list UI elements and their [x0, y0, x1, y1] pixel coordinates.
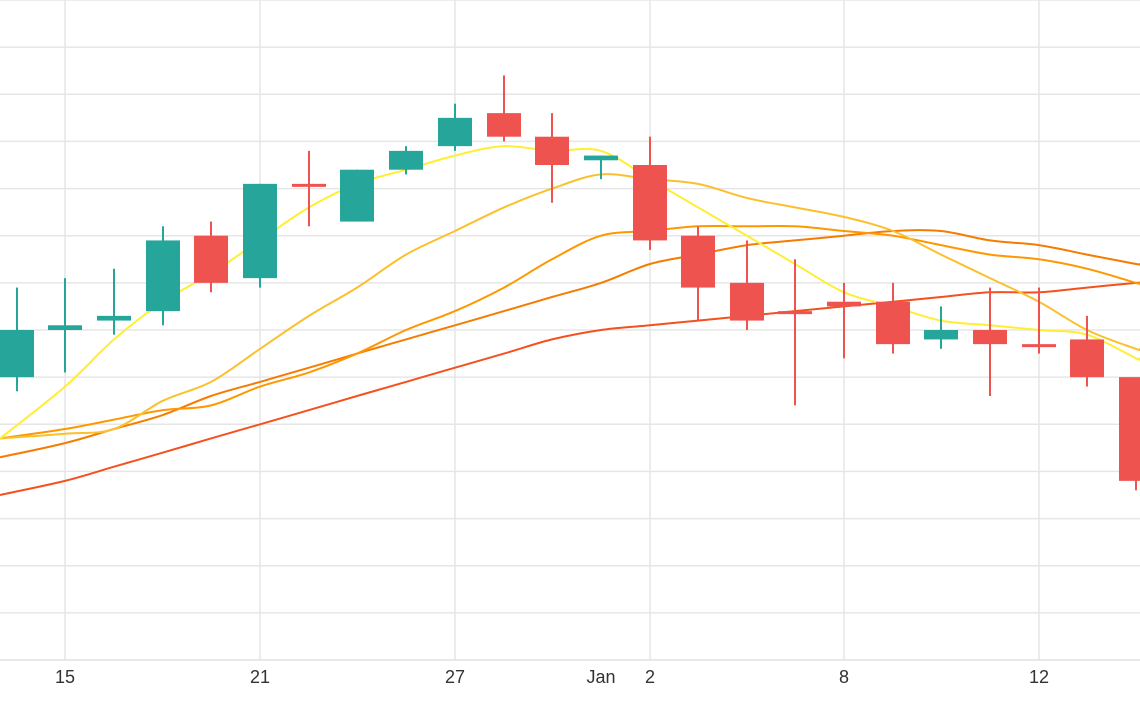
candle [924, 306, 958, 349]
candle [730, 240, 764, 330]
grid [0, 0, 1140, 661]
candle-body [924, 330, 958, 340]
x-tick-label: 21 [250, 667, 270, 687]
moving-average-lines [0, 145, 1140, 496]
x-tick-label: 2 [645, 667, 655, 687]
candle [1022, 287, 1056, 354]
candle-body [0, 330, 34, 378]
candle-body [243, 183, 277, 279]
candle-body [1022, 344, 1056, 348]
candle-body [194, 235, 228, 283]
candle [633, 136, 667, 250]
candle [487, 75, 521, 142]
candle [389, 146, 423, 175]
x-tick-label: 27 [445, 667, 465, 687]
candle-body [973, 330, 1007, 345]
moving-average-line-ma30 [0, 229, 1140, 459]
candle [438, 103, 472, 151]
candle-body [1070, 339, 1104, 378]
candle-body [487, 113, 521, 137]
candle-body [1119, 377, 1140, 481]
candle-body [681, 235, 715, 288]
candle [97, 268, 131, 335]
candle [535, 113, 569, 203]
candle-body [97, 315, 131, 321]
candle [778, 259, 812, 406]
candle [584, 155, 618, 180]
candle-body [146, 240, 180, 312]
candle-body [340, 169, 374, 222]
x-tick-label: Jan [586, 667, 615, 687]
candle-body [48, 325, 82, 330]
candle [146, 226, 180, 326]
candle [0, 287, 34, 392]
candle [876, 282, 910, 354]
candle-body [389, 150, 423, 170]
candle [1070, 315, 1104, 387]
candle [340, 169, 374, 222]
candle-body [535, 136, 569, 165]
candle [973, 287, 1007, 396]
x-axis-ticks: 15 21 27 Jan 2 8 12 [55, 667, 1049, 687]
moving-average-line-ma60 [0, 281, 1140, 496]
candle [48, 278, 82, 373]
candle [243, 183, 277, 288]
candle [1119, 377, 1140, 491]
candle-body [876, 301, 910, 345]
x-tick-label: 12 [1029, 667, 1049, 687]
candle-body [633, 165, 667, 241]
moving-average-line-ma20 [0, 224, 1140, 440]
candle-body [827, 301, 861, 307]
candle [681, 226, 715, 321]
candle [194, 221, 228, 293]
candle-body [584, 155, 618, 161]
x-tick-label: 8 [839, 667, 849, 687]
x-tick-label: 15 [55, 667, 75, 687]
candle-body [292, 183, 326, 187]
candle [827, 282, 861, 359]
candle-body [778, 311, 812, 315]
candle-body [438, 117, 472, 147]
candle-body [730, 282, 764, 321]
candles [0, 75, 1140, 491]
candle [292, 150, 326, 227]
